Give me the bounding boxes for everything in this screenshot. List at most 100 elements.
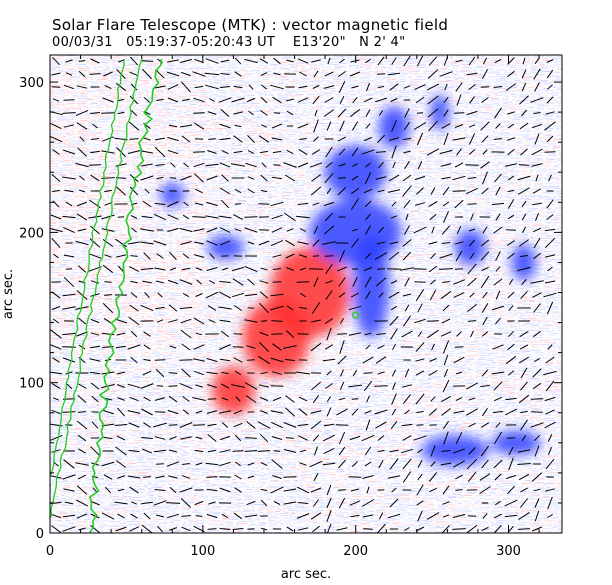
- noise-streak: [435, 198, 443, 201]
- noise-streak: [273, 167, 281, 170]
- noise-streak: [114, 227, 123, 229]
- noise-streak: [445, 87, 455, 89]
- noise-streak: [492, 185, 499, 187]
- noise-streak: [492, 227, 501, 229]
- noise-streak: [374, 119, 379, 122]
- noise-streak: [319, 91, 330, 93]
- noise-streak: [262, 103, 269, 106]
- noise-streak: [96, 78, 108, 81]
- noise-streak: [244, 140, 250, 143]
- noise-streak: [118, 195, 124, 197]
- noise-streak: [220, 71, 233, 73]
- noise-streak: [58, 207, 65, 209]
- noise-streak: [474, 197, 486, 200]
- noise-streak: [175, 69, 181, 71]
- noise-streak: [384, 181, 395, 183]
- noise-streak: [430, 223, 440, 225]
- noise-streak: [69, 167, 81, 170]
- noise-streak: [266, 129, 279, 131]
- noise-streak: [538, 227, 550, 229]
- noise-streak: [548, 185, 560, 187]
- noise-streak: [413, 233, 424, 236]
- noise-streak: [397, 79, 406, 81]
- noise-streak: [91, 173, 101, 175]
- noise-streak: [231, 97, 236, 99]
- noise-streak: [75, 171, 81, 173]
- noise-streak: [493, 119, 500, 121]
- noise-streak: [245, 155, 251, 157]
- noise-streak: [400, 107, 408, 109]
- noise-streak: [553, 215, 562, 217]
- noise-streak: [88, 157, 96, 159]
- noise-streak: [455, 115, 461, 117]
- noise-streak: [328, 105, 340, 107]
- noise-streak: [309, 109, 315, 111]
- noise-streak: [77, 202, 82, 205]
- noise-streak: [178, 97, 191, 100]
- noise-streak: [374, 200, 386, 203]
- noise-streak: [492, 129, 498, 131]
- noise-streak: [219, 179, 224, 181]
- noise-streak: [58, 191, 71, 193]
- noise-streak: [426, 67, 433, 69]
- noise-streak: [237, 85, 244, 87]
- noise-streak: [310, 147, 323, 149]
- noise-streak: [207, 233, 216, 236]
- noise-streak: [483, 107, 492, 109]
- noise-streak: [62, 197, 68, 199]
- noise-streak: [552, 125, 562, 127]
- noise-streak: [89, 103, 98, 105]
- noise-streak: [111, 65, 121, 67]
- noise-streak: [251, 203, 256, 206]
- noise-streak: [182, 227, 194, 229]
- noise-streak: [294, 161, 299, 163]
- noise-streak: [209, 102, 218, 105]
- noise-streak: [464, 75, 468, 77]
- noise-streak: [394, 97, 402, 99]
- noise-streak: [231, 59, 241, 61]
- noise-streak: [140, 191, 152, 193]
- noise-streak: [499, 180, 508, 183]
- noise-streak: [102, 55, 113, 57]
- noise-streak: [66, 237, 72, 239]
- noise-streak: [354, 125, 362, 127]
- noise-streak: [204, 133, 211, 135]
- noise-streak: [431, 181, 441, 183]
- noise-streak: [96, 106, 105, 109]
- noise-streak: [93, 143, 103, 145]
- noise-streak: [521, 193, 527, 195]
- noise-streak: [477, 159, 486, 162]
- noise-streak: [492, 203, 496, 205]
- noise-streak: [99, 137, 106, 140]
- noise-streak: [227, 215, 240, 217]
- noise-streak: [185, 119, 195, 122]
- noise-streak: [174, 211, 185, 213]
- noise-streak: [306, 59, 316, 61]
- noise-streak: [439, 217, 449, 219]
- noise-streak: [395, 213, 406, 215]
- noise-streak: [276, 221, 286, 223]
- noise-streak: [292, 183, 298, 185]
- noise-streak: [206, 190, 218, 193]
- noise-streak: [552, 175, 557, 177]
- noise-streak: [184, 159, 197, 162]
- noise-streak: [555, 235, 562, 237]
- noise-streak: [518, 187, 528, 190]
- noise-streak: [217, 61, 230, 64]
- noise-streak: [551, 140, 556, 143]
- noise-streak: [192, 127, 202, 129]
- noise-streak: [250, 200, 259, 203]
- noise-streak: [459, 131, 467, 133]
- noise-streak: [186, 203, 198, 206]
- noise-streak: [301, 195, 307, 197]
- noise-streak: [229, 193, 235, 195]
- noise-streak: [502, 227, 511, 229]
- noise-streak: [408, 232, 413, 235]
- noise-streak: [154, 235, 167, 237]
- noise-streak: [550, 112, 561, 115]
- noise-streak: [50, 221, 57, 223]
- noise-streak: [388, 101, 400, 103]
- noise-streak: [224, 119, 229, 122]
- noise-streak: [85, 151, 95, 153]
- noise-streak: [131, 173, 143, 175]
